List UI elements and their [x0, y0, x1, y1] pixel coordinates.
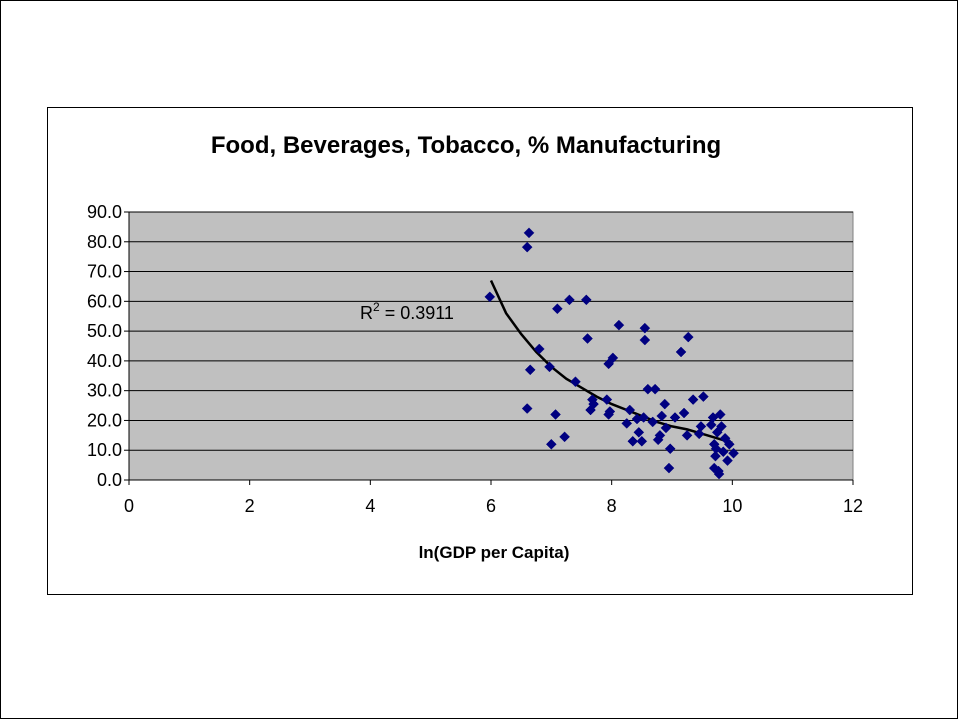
- data-point: [613, 319, 625, 331]
- data-point: [604, 406, 616, 417]
- data-point: [582, 333, 593, 344]
- r-squared-value: = 0.3911: [380, 303, 454, 323]
- y-tick-label: 30.0: [87, 381, 122, 401]
- r-squared-r: R: [360, 303, 373, 323]
- data-point: [669, 412, 681, 423]
- data-point: [524, 364, 536, 376]
- data-point: [714, 409, 726, 420]
- data-point: [544, 361, 555, 373]
- data-point: [521, 241, 533, 253]
- x-tick-label: 0: [124, 496, 134, 516]
- data-point: [642, 383, 654, 395]
- data-point: [678, 407, 690, 419]
- data-point: [649, 383, 661, 395]
- data-point: [639, 322, 651, 334]
- x-tick-label: 2: [245, 496, 255, 516]
- y-tick-label: 0.0: [97, 470, 122, 490]
- y-tick-label: 40.0: [87, 351, 122, 371]
- data-point: [659, 398, 671, 410]
- data-point: [717, 446, 729, 458]
- y-tick-label: 70.0: [87, 262, 122, 282]
- data-point: [710, 450, 721, 462]
- data-point: [705, 419, 717, 431]
- data-point: [533, 343, 545, 355]
- data-point: [675, 346, 687, 358]
- data-point: [698, 391, 709, 402]
- data-point: [723, 438, 735, 450]
- data-point: [664, 443, 676, 455]
- data-point: [656, 410, 668, 422]
- data-point: [564, 294, 575, 306]
- chart-area: Food, Beverages, Tobacco, % Manufacturin…: [47, 107, 913, 595]
- data-point: [580, 294, 592, 306]
- data-point: [639, 334, 651, 346]
- trendline: [489, 279, 733, 444]
- data-point: [588, 398, 599, 410]
- data-point: [687, 394, 699, 405]
- data-point: [695, 421, 707, 432]
- y-tick-label: 20.0: [87, 410, 122, 430]
- data-point: [545, 438, 557, 450]
- y-tick-label: 50.0: [87, 321, 122, 341]
- chart-title: Food, Beverages, Tobacco, % Manufacturin…: [211, 132, 721, 159]
- data-point: [681, 429, 693, 441]
- data-point: [570, 376, 581, 388]
- data-point: [550, 409, 561, 420]
- data-point: [627, 435, 639, 447]
- scatter-chart: Food, Beverages, Tobacco, % Manufacturin…: [87, 132, 863, 562]
- r-squared-sup: 2: [373, 300, 380, 314]
- data-point: [663, 462, 675, 474]
- data-point: [484, 291, 496, 303]
- data-point: [708, 438, 720, 450]
- data-point: [607, 352, 619, 364]
- y-tick-label: 10.0: [87, 440, 122, 460]
- data-point: [621, 418, 633, 429]
- data-point: [636, 435, 648, 447]
- data-point: [654, 429, 666, 441]
- x-tick-label: 10: [722, 496, 742, 516]
- data-point: [624, 404, 636, 416]
- data-point: [660, 422, 672, 434]
- x-tick-label: 12: [843, 496, 863, 516]
- y-tick-label: 80.0: [87, 232, 122, 252]
- r-squared-label: R2 = 0.3911: [360, 300, 454, 323]
- x-tick-label: 8: [607, 496, 617, 516]
- data-point: [601, 394, 613, 405]
- x-axis-title: ln(GDP per Capita): [419, 543, 570, 562]
- x-tick-label: 4: [365, 496, 375, 516]
- y-tick-label: 90.0: [87, 202, 122, 222]
- data-point: [647, 416, 659, 428]
- data-point: [693, 428, 705, 440]
- data-point: [633, 427, 645, 438]
- data-point: [716, 421, 727, 432]
- data-point: [728, 447, 739, 459]
- data-point: [638, 412, 649, 423]
- data-point: [552, 303, 563, 315]
- data-point: [682, 331, 694, 343]
- data-point: [523, 227, 535, 239]
- data-point: [521, 403, 533, 414]
- data-point: [722, 455, 733, 466]
- x-tick-label: 6: [486, 496, 496, 516]
- y-tick-label: 60.0: [87, 291, 122, 311]
- data-point: [559, 431, 570, 443]
- plot-area: [128, 211, 854, 481]
- data-point: [713, 468, 725, 480]
